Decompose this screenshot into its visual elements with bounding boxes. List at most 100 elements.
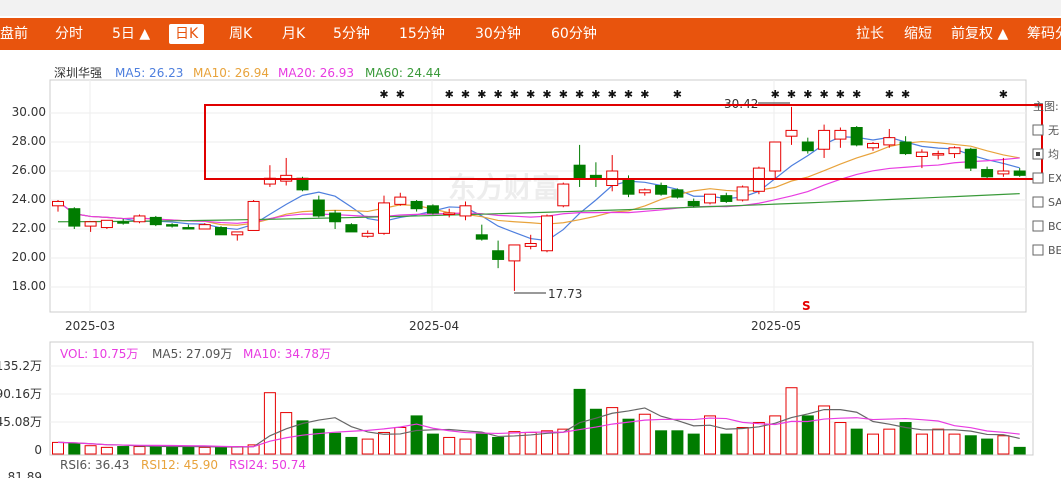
candle-body xyxy=(769,141,782,172)
checkbox[interactable] xyxy=(1032,124,1044,136)
candlestick-chart: 东方财富 30.00 28.00 26.00 24.00 22.00 20.00… xyxy=(12,66,1061,333)
tab-daily-k[interactable]: 日K xyxy=(169,24,205,44)
price-tick: 28.00 xyxy=(12,134,46,148)
checkbox[interactable] xyxy=(1032,220,1044,232)
candle-body xyxy=(541,215,553,252)
candle xyxy=(459,201,472,221)
candle-body xyxy=(899,141,912,155)
candle xyxy=(687,198,700,208)
volume-bar xyxy=(280,412,293,455)
chip-distribution-button[interactable]: 筹码分 xyxy=(1027,26,1061,42)
candle xyxy=(247,200,260,231)
volume-bar xyxy=(997,435,1010,455)
tab-intraday[interactable]: 分时 xyxy=(55,26,83,42)
candle xyxy=(867,142,879,151)
indicator-none[interactable]: 无 xyxy=(1032,124,1059,137)
candle xyxy=(475,224,488,241)
event-star: ✱ xyxy=(445,88,454,101)
candle-body xyxy=(638,189,651,194)
volume-bar xyxy=(166,446,179,455)
date-tick: 2025-05 xyxy=(751,319,801,333)
tab-5day[interactable]: 5日 ▲ xyxy=(112,26,151,42)
candle-body xyxy=(52,200,64,207)
candle-body xyxy=(622,179,635,195)
candle-body xyxy=(443,212,456,216)
volume-bar xyxy=(801,415,814,455)
volume-bar xyxy=(834,422,847,455)
indicator-ma[interactable]: 均 xyxy=(1032,148,1059,161)
volume-tick: 45.08万 xyxy=(0,415,42,429)
candle-body xyxy=(215,227,227,236)
volume-bar xyxy=(68,442,81,455)
checkbox[interactable] xyxy=(1032,196,1044,208)
ma20-label: MA20: 26.93 xyxy=(278,66,354,80)
tab-monthly-k[interactable]: 月K xyxy=(282,26,306,42)
candle xyxy=(133,214,146,224)
indicator-bbi[interactable]: BE xyxy=(1032,244,1061,257)
candle xyxy=(964,147,977,171)
candle xyxy=(818,124,831,158)
event-star: ✱ xyxy=(999,88,1008,101)
checkbox[interactable] xyxy=(1032,172,1044,184)
event-star: ✱ xyxy=(803,88,812,101)
adjust-dropdown[interactable]: 前复权 ▲ xyxy=(951,26,1009,42)
candle xyxy=(345,223,358,233)
vol-ma10-label: MA10: 34.78万 xyxy=(243,347,331,361)
candle xyxy=(52,200,64,212)
volume-bar xyxy=(622,418,635,455)
volume-bar xyxy=(345,436,358,455)
shrink-button[interactable]: 缩短 xyxy=(904,26,932,42)
rsi-legend: RSI6: 36.43 RSI12: 45.90 RSI24: 50.74 81… xyxy=(8,458,306,478)
volume-bar xyxy=(182,446,195,455)
volume-bar xyxy=(426,433,439,455)
ma10-line xyxy=(57,140,1020,226)
top-band xyxy=(0,0,1061,16)
volume-bar xyxy=(508,431,521,455)
candle xyxy=(508,244,521,291)
volume-bar xyxy=(671,430,684,455)
volume-bar xyxy=(915,433,928,455)
tab-60min[interactable]: 60分钟 xyxy=(551,26,597,42)
tab-5min[interactable]: 5分钟 xyxy=(333,26,370,42)
volume-bar xyxy=(133,446,146,455)
candle-body xyxy=(459,205,472,217)
checkbox[interactable] xyxy=(1032,244,1044,256)
volume-legend: VOL: 10.75万 MA5: 27.09万 MA10: 34.78万 xyxy=(60,347,331,361)
tab-15min[interactable]: 15分钟 xyxy=(399,26,445,42)
event-star: ✱ xyxy=(771,88,780,101)
volume-bar xyxy=(1013,446,1026,455)
indicator-expma[interactable]: EX xyxy=(1032,172,1061,185)
candle xyxy=(720,192,733,203)
candle xyxy=(84,221,97,232)
candle xyxy=(671,188,684,199)
low-price-label: 17.73 xyxy=(548,287,582,301)
indicator-boll[interactable]: BO xyxy=(1032,220,1061,233)
tab-weekly-k[interactable]: 周K xyxy=(229,26,253,42)
candle-body xyxy=(785,129,798,137)
rsi-tick: 81.89 xyxy=(8,470,42,478)
indicator-sar[interactable]: SA xyxy=(1032,196,1061,209)
candles xyxy=(52,106,1026,291)
volume-axis: 135.2万 90.16万 45.08万 0 xyxy=(0,359,42,457)
candle-body xyxy=(801,141,814,152)
candle-body xyxy=(704,193,716,204)
stretch-button[interactable]: 拉长 xyxy=(856,26,884,42)
candle-body xyxy=(997,170,1010,175)
candle xyxy=(100,219,113,229)
candle xyxy=(801,137,814,154)
candle-body xyxy=(834,129,847,140)
volume-bar xyxy=(541,430,553,455)
tab-30min[interactable]: 30分钟 xyxy=(475,26,521,42)
candle-body xyxy=(867,142,879,149)
tab-premarket[interactable]: 盘前 xyxy=(0,26,28,42)
volume-bar xyxy=(361,438,374,455)
volume-bar xyxy=(704,415,716,455)
candle xyxy=(443,208,456,218)
event-star: ✱ xyxy=(673,88,682,101)
volume-bar xyxy=(964,435,977,455)
volume-tick: 90.16万 xyxy=(0,387,42,401)
candle xyxy=(850,126,863,147)
event-markers: ✱ ✱ ✱ ✱ ✱ ✱ ✱ ✱ ✱ ✱ ✱ ✱ ✱ ✱ ✱ ✱ ✱ ✱ ✱ ✱ ✱ ✱ ✱ ✱ ✱ xyxy=(379,88,1008,101)
volume-bar xyxy=(883,428,896,455)
candle-body xyxy=(182,227,195,230)
